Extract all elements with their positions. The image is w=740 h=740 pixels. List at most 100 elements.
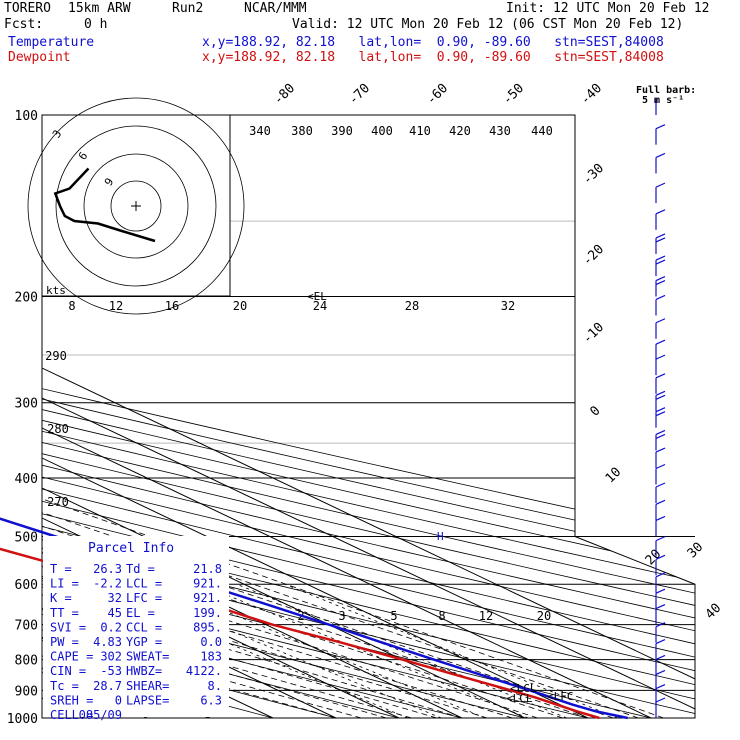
pressure-tick-label: 400	[15, 472, 38, 487]
parcel-info-value: -2.2	[93, 577, 122, 591]
parcel-info-key: Td =	[126, 562, 155, 576]
wind-barb-feather	[655, 463, 666, 470]
wind-key-value: 5 m s⁻¹	[642, 95, 685, 106]
pressure-tick-label: 700	[15, 619, 38, 634]
hodograph-ring-label: 12	[109, 299, 123, 313]
parcel-info-value: 0	[115, 693, 122, 707]
wind-barb-feather	[655, 684, 666, 690]
parcel-info-bg	[43, 536, 229, 717]
parcel-info-value: 4122.	[186, 664, 222, 678]
dry-adiabat-line	[42, 115, 695, 718]
parcel-info-value: 199.	[193, 606, 222, 620]
wind-barb-feather	[655, 255, 666, 261]
parcel-info-key: LAPSE=	[126, 693, 169, 707]
legend-dewpoint-label: Dewpoint	[8, 50, 71, 65]
init-time: Init: 12 UTC Mon 20 Feb 12	[506, 1, 710, 16]
dry-adiabat-line	[42, 115, 695, 718]
parcel-info-key: LFC =	[126, 591, 162, 605]
wind-barb-feather	[655, 639, 666, 645]
model-resolution: 15km ARW	[68, 1, 131, 16]
mixing-ratio-label: 5	[390, 609, 397, 623]
theta-label: 420	[449, 124, 471, 138]
wind-barb-feather	[655, 669, 666, 675]
org-label: NCAR/MMM	[244, 1, 307, 16]
parcel-info-key: YGP =	[126, 635, 162, 649]
parcel-info-value: -53	[100, 664, 122, 678]
parcel-info-value: 28.7	[93, 679, 122, 693]
pressure-tick-label: 800	[15, 654, 38, 669]
isotherm-line	[42, 115, 652, 718]
height-label: 280	[47, 422, 69, 436]
isotherm-line	[42, 115, 695, 718]
wind-barb-feather	[655, 411, 666, 417]
mixing-ratio-label: 12	[479, 609, 493, 623]
wind-barb-feather	[655, 390, 666, 396]
pressure-tick-label: 100	[15, 109, 38, 124]
moist-adiabat-line	[42, 296, 437, 718]
isotherm-label: 30	[685, 540, 707, 562]
wind-barb-feather	[655, 407, 666, 413]
hodograph-ring	[27, 97, 245, 315]
wind-barb-feather	[655, 259, 666, 265]
parcel-info-value: 4.83	[93, 635, 122, 649]
height-label: 290	[45, 349, 67, 363]
hodograph-ring	[55, 125, 217, 287]
wind-barb-feather	[655, 294, 666, 301]
dry-adiabat-line	[42, 115, 526, 718]
parcel-info-key: SHEAR=	[126, 679, 169, 693]
parcel-info-value: 21.8	[193, 562, 222, 576]
hodograph	[27, 97, 245, 315]
el-marker: <EL	[307, 290, 327, 303]
moist-adiabat-line	[42, 296, 664, 718]
parcel-info-value: 45	[108, 606, 122, 620]
parcel-info-key: PW =	[50, 635, 79, 649]
parcel-info-key: SVI =	[50, 620, 86, 634]
hodograph-ring-label: 24	[313, 299, 327, 313]
isotherm-label: 40	[703, 601, 725, 623]
parcel-info-key: CIN =	[50, 664, 86, 678]
wind-barb-feather	[655, 279, 666, 286]
mixing-ratio-label: 3	[338, 609, 345, 623]
parcel-info-value: 6.3	[200, 693, 222, 707]
plot-frame	[41, 114, 696, 719]
parcel-info-value: 0.2	[100, 620, 122, 634]
pressure-tick-label: 200	[15, 291, 38, 306]
isotherm-label: -70	[346, 81, 373, 108]
wind-barb-feather	[655, 697, 666, 703]
parcel-info-key: CELL =	[50, 708, 93, 722]
moist-adiabat-line	[42, 296, 614, 718]
theta-label: 400	[371, 124, 393, 138]
wind-barb-feather	[655, 447, 666, 453]
mixing-ratio-line	[200, 583, 529, 718]
parcel-info-key: LI =	[50, 577, 79, 591]
fcst-value: 0 h	[84, 17, 108, 32]
hodograph-units: kts	[46, 284, 66, 297]
parcel-info-key: CCL =	[126, 620, 162, 634]
parcel-info-key: TT =	[50, 606, 79, 620]
pressure-tick-label: 500	[15, 530, 38, 545]
isotherm-label: -80	[271, 81, 298, 108]
mixing-ratio-label: 8	[438, 609, 445, 623]
dry-adiabat-line	[42, 115, 589, 718]
wind-barb-feather	[655, 182, 666, 188]
hodograph-ring-label: 8	[68, 299, 75, 313]
hodograph-ring-label: 32	[501, 299, 515, 313]
parcel-info-key: CAPE =	[50, 650, 93, 664]
wind-barb-feather	[655, 394, 666, 400]
parcel-info-box	[43, 536, 229, 717]
wind-barb-feather	[655, 554, 666, 560]
parcel-info-value: 32	[108, 591, 122, 605]
hodograph-ring-label: 16	[165, 299, 179, 313]
lcl-marker: <LCL	[510, 682, 537, 695]
wind-barb-feather	[655, 433, 666, 439]
isotherm-line	[42, 115, 526, 718]
pressure-tick-label: 600	[15, 578, 38, 593]
wind-barb-feather	[655, 482, 666, 488]
wind-barb-feather	[655, 124, 666, 130]
parcel-info-value: 921.	[193, 577, 222, 591]
parcel-info-value: 8.	[208, 679, 222, 693]
theta-label: 430	[489, 124, 511, 138]
theta-label: 340	[249, 124, 271, 138]
